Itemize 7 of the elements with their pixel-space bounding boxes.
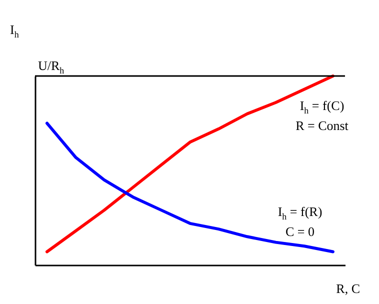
annotation: I$_{h}$ = f(C) [300, 98, 344, 116]
annotation: R = Const [296, 118, 348, 133]
x-axis-title: R, C [336, 281, 360, 296]
y-axis-title: I$_{h}$ [10, 22, 19, 40]
annotation: C = 0 [285, 224, 315, 239]
annotation: I$_{h}$ = f(R) [278, 204, 322, 222]
ref-line-label: U/R$_{h}$ [38, 58, 64, 76]
